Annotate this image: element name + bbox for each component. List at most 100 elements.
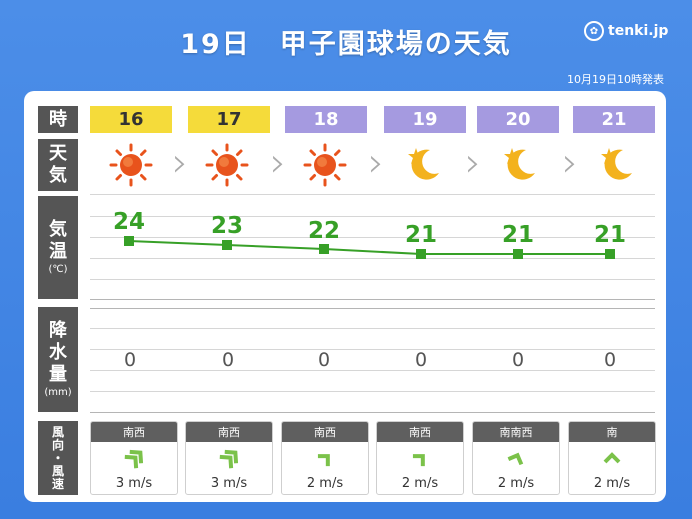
- temperature-point: [605, 249, 615, 259]
- precipitation-value: 0: [123, 349, 137, 371]
- row-label-wind-char: 風: [51, 424, 64, 439]
- grid-line: [90, 279, 655, 280]
- moon-star-icon: [601, 148, 632, 180]
- hour-header: 19: [384, 106, 466, 133]
- hour-header: 21: [573, 106, 655, 133]
- row-label-wind-char: 速: [51, 476, 64, 491]
- temperature-point: [319, 244, 329, 254]
- wind-arrow-icon: [219, 449, 239, 469]
- row-label-temp-char: 気: [49, 218, 67, 240]
- grid-line: [90, 258, 655, 259]
- grid-line: [90, 370, 655, 371]
- wind-speed: 2 m/s: [401, 476, 439, 491]
- hour-header: 17: [188, 106, 270, 133]
- hour-header: 20: [477, 106, 559, 133]
- wind-arrow-icon: [377, 442, 463, 476]
- row-label-wind-char: 向: [51, 437, 64, 452]
- hour-label: 16: [118, 109, 144, 130]
- wind-arrow-icon: [473, 442, 559, 476]
- grid-line: [90, 349, 655, 350]
- moon-star-icon: [504, 148, 535, 180]
- tenki-logo-text: tenki.jp: [608, 23, 669, 39]
- wind-direction: 南西: [91, 422, 177, 442]
- row-label-hour-text: 時: [49, 108, 67, 130]
- wind-cell: 南西 3 m/s: [90, 421, 178, 495]
- wind-cell: 南西 2 m/s: [281, 421, 369, 495]
- wind-arrow-icon: [124, 449, 144, 469]
- wind-arrow-icon: [603, 452, 621, 464]
- grid-line: [90, 299, 655, 300]
- tenki-logo: ✿ tenki.jp: [584, 21, 668, 41]
- row-label-wind-char: 風: [51, 463, 64, 478]
- wind-arrow-icon: [186, 442, 272, 476]
- temperature-point: [222, 240, 232, 250]
- grid-line: [90, 216, 655, 217]
- row-label-weather-char: 天: [49, 143, 67, 164]
- row-label-wind-char: ・: [51, 450, 64, 465]
- wind-speed: 3 m/s: [210, 476, 248, 491]
- row-label-wind: 風 向 ・ 風 速: [38, 421, 78, 495]
- chevron-right-icon: ›: [562, 140, 578, 186]
- wind-direction: 南西: [186, 422, 272, 442]
- grid-line: [90, 391, 655, 392]
- grid-line: [90, 308, 655, 309]
- wind-cell: 南 2 m/s: [568, 421, 656, 495]
- hour-label: 17: [216, 109, 242, 130]
- temperature-value: 24: [112, 209, 145, 235]
- row-label-hour: 時: [38, 106, 78, 133]
- temperature-point: [124, 236, 134, 246]
- chevron-right-icon: ›: [368, 140, 384, 186]
- row-label-precipitation: 降 水 量 (mm): [38, 307, 78, 412]
- tenki-logo-icon: ✿: [584, 21, 604, 41]
- row-label-temp-unit: (℃): [48, 263, 68, 275]
- grid-line: [90, 194, 655, 195]
- wind-speed: 2 m/s: [497, 476, 535, 491]
- precipitation-value: 0: [221, 349, 235, 371]
- wind-arrow-icon: [412, 454, 425, 467]
- hour-header: 18: [285, 106, 367, 133]
- temperature-point: [416, 249, 426, 259]
- wind-direction: 南: [569, 422, 655, 442]
- row-label-rain-char: 水: [49, 341, 67, 363]
- hour-label: 18: [313, 109, 339, 130]
- grid-line: [90, 412, 655, 413]
- precipitation-value: 0: [603, 349, 617, 371]
- row-label-weather-char: 気: [49, 165, 67, 186]
- row-label-rain-char: 量: [49, 363, 67, 385]
- grid-line: [90, 328, 655, 329]
- precipitation-value: 0: [317, 349, 331, 371]
- row-label-rain-unit: (mm): [44, 386, 72, 398]
- issued-time: 10月19日10時発表: [567, 73, 664, 86]
- precipitation-value: 0: [414, 349, 428, 371]
- hour-header: 16: [90, 106, 172, 133]
- wind-arrow-icon: [317, 454, 330, 467]
- wind-direction: 南南西: [473, 422, 559, 442]
- sun-icon: [303, 143, 347, 187]
- row-label-temperature: 気 温 (℃): [38, 196, 78, 299]
- hour-label: 21: [601, 109, 627, 130]
- sun-icon: [109, 143, 153, 187]
- temperature-line: [128, 240, 610, 255]
- wind-speed: 3 m/s: [115, 476, 153, 491]
- sun-icon: [205, 143, 249, 187]
- wind-cell: 南西 3 m/s: [185, 421, 273, 495]
- grid-line: [90, 237, 655, 238]
- wind-direction: 南西: [282, 422, 368, 442]
- wind-speed: 2 m/s: [306, 476, 344, 491]
- wind-speed: 2 m/s: [593, 476, 631, 491]
- page-title: 19日 甲子園球場の天気: [180, 29, 512, 60]
- chevron-right-icon: ›: [465, 140, 481, 186]
- row-label-weather: 天 気: [38, 139, 78, 191]
- chevron-right-icon: ›: [172, 140, 188, 186]
- wind-arrow-icon: [282, 442, 368, 476]
- temperature-value: 21: [593, 222, 626, 248]
- wind-direction: 南西: [377, 422, 463, 442]
- wind-arrow-icon: [91, 442, 177, 476]
- precipitation-value: 0: [511, 349, 525, 371]
- hour-label: 20: [505, 109, 531, 130]
- wind-arrow-icon: [507, 452, 524, 466]
- temperature-value: 22: [307, 218, 340, 244]
- temperature-value: 23: [210, 213, 243, 239]
- temperature-value: 21: [501, 222, 534, 248]
